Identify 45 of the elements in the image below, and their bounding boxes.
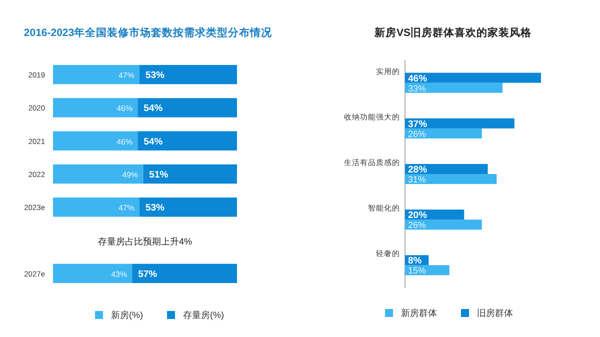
- legend-label: 新房(%): [111, 310, 143, 320]
- data-label: 49%: [122, 170, 138, 180]
- bar: [53, 64, 140, 84]
- bar: [138, 98, 237, 118]
- bar: [53, 164, 144, 184]
- bar: [53, 198, 140, 217]
- bar: [138, 131, 237, 150]
- data-label: 46%: [116, 137, 133, 146]
- data-label: 53%: [145, 70, 166, 82]
- bar: [143, 164, 237, 184]
- data-label: 54%: [144, 136, 164, 148]
- data-label: 20%: [408, 210, 428, 222]
- data-label: 46%: [408, 73, 428, 84]
- annotation: 存量房占比预期上升4%: [98, 236, 192, 246]
- bar: [405, 118, 514, 128]
- data-label: 51%: [149, 170, 169, 180]
- legend-label: 新房群体: [401, 308, 437, 318]
- data-label: 26%: [408, 220, 426, 230]
- legend-label: 存量房(%): [183, 310, 224, 320]
- bar: [405, 128, 482, 138]
- data-label: 46%: [116, 104, 133, 114]
- bar: [53, 131, 138, 150]
- chart-title: 2016-2023年全国装修市场套数按需求类型分布情况: [24, 26, 274, 39]
- data-label: 33%: [408, 83, 426, 94]
- data-label: 37%: [408, 118, 428, 130]
- data-label: 31%: [408, 174, 426, 185]
- bar: [405, 72, 541, 83]
- legend-label: 旧房群体: [477, 308, 513, 318]
- data-label: 8%: [408, 256, 422, 267]
- data-label: 53%: [145, 202, 166, 214]
- data-label: 47%: [118, 204, 134, 213]
- data-label: 15%: [408, 266, 426, 276]
- data-label: 28%: [408, 164, 428, 176]
- bar: [53, 98, 138, 118]
- bar: [405, 174, 497, 184]
- data-label: 26%: [408, 128, 426, 139]
- bar: [139, 198, 237, 217]
- bar: [405, 220, 482, 230]
- chart-title: 新房VS旧房群体喜欢的家装风格: [373, 26, 532, 39]
- data-label: 57%: [138, 268, 158, 280]
- data-label: 43%: [111, 270, 128, 279]
- data-label: 47%: [118, 71, 134, 80]
- bar: [139, 64, 237, 84]
- bar: [405, 82, 503, 93]
- data-label: 54%: [144, 103, 164, 114]
